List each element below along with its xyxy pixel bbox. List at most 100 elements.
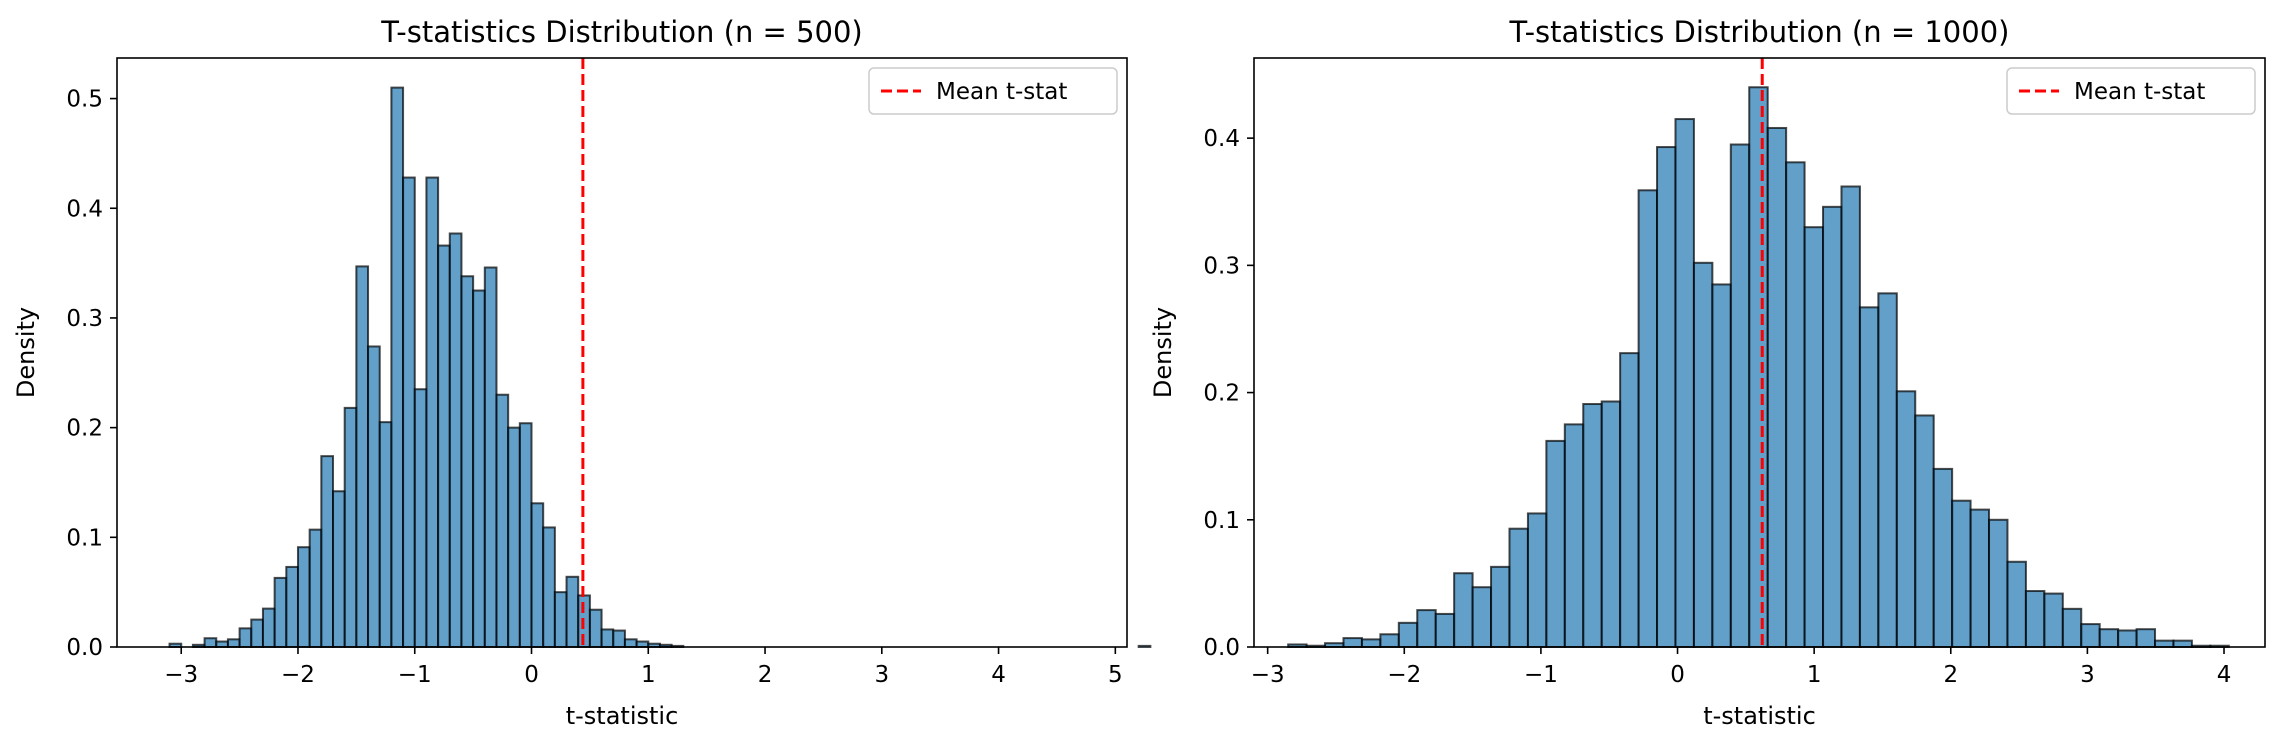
y-axis: 0.0 0.1 0.2 0.3 0.4 bbox=[1203, 126, 1254, 661]
histogram-bar bbox=[2006, 560, 2027, 649]
histogram-bar bbox=[2098, 628, 2120, 649]
histogram-bar bbox=[1434, 612, 1456, 648]
histogram-bar bbox=[1877, 292, 1898, 648]
histogram-bar bbox=[600, 628, 615, 649]
histogram-bar bbox=[1563, 423, 1585, 648]
x-tick-label: 1 bbox=[1807, 662, 1822, 688]
histogram-bar bbox=[530, 502, 545, 648]
x-tick-label: 3 bbox=[874, 662, 889, 688]
x-tick-label: 2 bbox=[758, 662, 773, 688]
histogram-bar bbox=[355, 265, 370, 648]
plot-frame bbox=[116, 57, 1128, 648]
chart-title: T-statistics Distribution (n = 500) bbox=[380, 15, 863, 49]
histogram-bar bbox=[1711, 283, 1732, 648]
histogram-bar bbox=[1803, 226, 1825, 648]
histogram-bar bbox=[2154, 639, 2175, 649]
histogram-bar bbox=[1416, 609, 1437, 648]
y-tick-label: 0.4 bbox=[66, 196, 103, 222]
y-tick-label: 0.4 bbox=[1203, 126, 1240, 152]
x-tick-label: −2 bbox=[281, 662, 315, 688]
legend: Mean t-stat bbox=[868, 67, 1118, 115]
histogram-bar bbox=[518, 422, 533, 648]
histogram-bar bbox=[332, 490, 346, 648]
histogram-bar bbox=[367, 345, 381, 648]
histogram-bar bbox=[542, 526, 556, 649]
histogram-bar bbox=[2080, 623, 2101, 648]
x-tick-label: 4 bbox=[991, 662, 1006, 688]
histogram-bar bbox=[2061, 607, 2083, 649]
histogram-bar bbox=[1766, 126, 1788, 649]
x-tick-label: −1 bbox=[1524, 662, 1558, 688]
histogram-bar bbox=[588, 608, 603, 649]
y-axis-label: Density bbox=[12, 307, 40, 398]
histogram-bar bbox=[402, 176, 416, 649]
histogram-bar bbox=[203, 637, 218, 648]
histogram-bar bbox=[1490, 565, 1511, 648]
y-tick-label: 0.3 bbox=[66, 306, 103, 332]
histogram-bar bbox=[261, 607, 276, 648]
x-tick-label: 3 bbox=[2080, 662, 2095, 688]
histogram-bar bbox=[343, 406, 358, 649]
histogram-bar bbox=[1600, 400, 1622, 649]
histogram-bar bbox=[472, 289, 486, 648]
histogram-bar bbox=[1988, 518, 2009, 648]
legend: Mean t-stat bbox=[2006, 67, 2256, 115]
histogram-bar bbox=[2135, 628, 2157, 649]
histogram-bar bbox=[1914, 414, 1935, 648]
histogram-bar bbox=[635, 640, 650, 649]
y-tick-label: 0.1 bbox=[1203, 508, 1240, 534]
histogram-bar bbox=[483, 266, 498, 648]
chart-panel-n500: −3 −2 −1 0 1 2 3 4 5 0.0 0.1 0.2 0.3 0.4 0.5 T-statis… bbox=[12, 15, 1152, 730]
histogram-bar bbox=[296, 546, 311, 648]
histogram-bar bbox=[623, 638, 638, 649]
histogram-bar bbox=[2043, 592, 2064, 649]
y-tick-label: 0.0 bbox=[66, 635, 103, 661]
histogram-bar bbox=[1545, 439, 1566, 648]
legend-box bbox=[868, 67, 1118, 115]
histogram-bar bbox=[1729, 143, 1751, 648]
histogram-bar bbox=[226, 638, 241, 649]
x-tick-label: −2 bbox=[1387, 662, 1421, 688]
x-tick-label: −3 bbox=[1251, 662, 1285, 688]
histogram-bar bbox=[1840, 185, 1861, 649]
x-axis-label: t-statistic bbox=[1703, 702, 1816, 730]
histogram-bar bbox=[238, 627, 253, 648]
histogram-bar bbox=[448, 232, 463, 649]
histogram-bar bbox=[425, 176, 440, 649]
histogram-bar bbox=[390, 86, 405, 649]
x-axis: −3 −2 −1 0 1 2 3 4 bbox=[1251, 647, 2231, 688]
x-axis: −3 −2 −1 0 1 2 3 4 5 bbox=[164, 647, 1123, 688]
histogram-bar bbox=[1137, 644, 1152, 649]
histogram-bar bbox=[320, 455, 335, 648]
y-axis: 0.0 0.1 0.2 0.3 0.4 0.5 bbox=[66, 87, 117, 661]
chart-panel-n1000: −3 −2 −1 0 1 2 3 4 0.0 0.1 0.2 0.3 0.4 T-statistics… bbox=[1149, 15, 2266, 730]
histogram-bar bbox=[1453, 572, 1474, 648]
legend-label: Mean t-stat bbox=[936, 79, 1067, 105]
x-tick-label: −3 bbox=[164, 662, 198, 688]
histogram-bar bbox=[553, 591, 568, 648]
histogram-bar bbox=[215, 640, 229, 649]
histogram-bar bbox=[1637, 189, 1659, 649]
histogram-bar bbox=[285, 565, 299, 648]
histogram-bar bbox=[1969, 508, 1991, 648]
histogram-bar bbox=[1674, 118, 1695, 648]
legend-label: Mean t-stat bbox=[2074, 79, 2205, 105]
histogram-bar bbox=[565, 575, 580, 648]
legend-box bbox=[2006, 67, 2256, 115]
y-tick-label: 0.1 bbox=[66, 525, 103, 551]
histogram-bar bbox=[273, 576, 288, 649]
plot-frame bbox=[1253, 57, 2266, 648]
y-tick-label: 0.0 bbox=[1203, 635, 1240, 661]
x-tick-label: 2 bbox=[1943, 662, 1958, 688]
histogram-bar bbox=[507, 426, 521, 648]
histogram-bar bbox=[1822, 205, 1843, 648]
histogram-bar bbox=[1342, 637, 1363, 648]
histogram-bar bbox=[1397, 621, 1419, 649]
histogram-bar bbox=[1508, 527, 1529, 648]
x-tick-label: 5 bbox=[1108, 662, 1123, 688]
x-tick-label: 0 bbox=[524, 662, 539, 688]
histogram-bar bbox=[1526, 512, 1548, 648]
x-tick-label: −1 bbox=[398, 662, 432, 688]
y-tick-label: 0.2 bbox=[1203, 381, 1240, 407]
